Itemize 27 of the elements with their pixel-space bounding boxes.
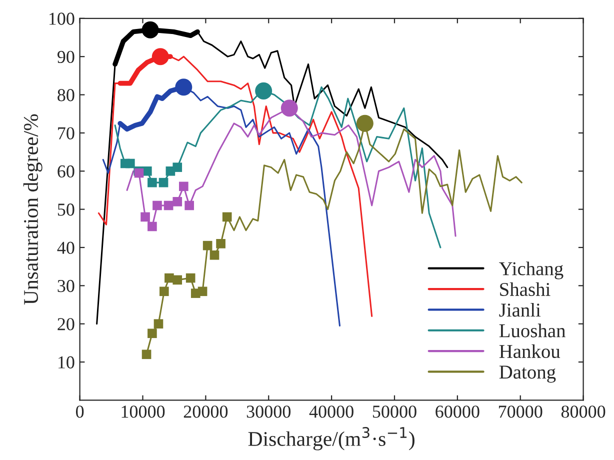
- y-tick-label: 100: [49, 12, 74, 25]
- x-tick-label: 80000: [561, 406, 606, 418]
- x-tick-label: 0: [76, 406, 84, 418]
- x-tick-label: 30000: [246, 406, 291, 418]
- y-tick-label: 80: [58, 89, 74, 102]
- y-tick-label: 20: [58, 318, 74, 330]
- y-tick-label: 30: [58, 280, 74, 292]
- x-tick-label: 40000: [309, 406, 354, 418]
- y-tick-label: 50: [58, 204, 74, 216]
- legend-label: Yichang: [499, 262, 564, 280]
- y-tick-label: 60: [58, 165, 74, 178]
- legend-label: Hankou: [499, 344, 560, 358]
- legend-label: Datong: [499, 366, 556, 383]
- x-tick-label: 60000: [436, 406, 480, 418]
- y-tick-label: 40: [57, 242, 74, 254]
- x-tick-label: 50000: [372, 406, 416, 418]
- y-axis-title: Unsaturation degree/%: [23, 114, 42, 305]
- legend-label: Shashi: [500, 282, 550, 296]
- y-tick-label: 10: [58, 356, 74, 368]
- legend-label: Jianli: [499, 303, 541, 317]
- x-tick-label: 70000: [498, 406, 542, 418]
- x-tick-label: 20000: [184, 406, 228, 418]
- legend-label: Luoshan: [499, 324, 566, 338]
- x-tick-label: 10000: [122, 406, 165, 418]
- y-tick-label: 70: [58, 127, 74, 140]
- x-axis-title: Discharge/(m$^{3}$·s$^{−1}$): [248, 426, 414, 450]
- y-tick-label: 90: [57, 50, 74, 64]
